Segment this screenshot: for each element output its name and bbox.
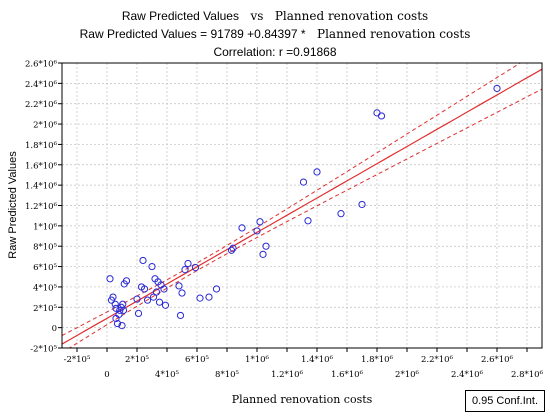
- y-tick-label: 1*10⁶: [33, 222, 57, 232]
- x-tick-label: 2*10⁵: [125, 355, 149, 365]
- data-point: [259, 250, 267, 258]
- correlation-label: Correlation: r =0.91868: [213, 45, 337, 59]
- y-tick-label: 1.6*10⁶: [25, 161, 58, 171]
- data-point: [111, 300, 119, 308]
- data-point: [337, 210, 345, 218]
- x-tick-label: 2.6*10⁶: [481, 355, 514, 365]
- x-tick-label: 1.6*10⁶: [331, 370, 364, 380]
- data-point: [256, 218, 264, 226]
- data-point: [196, 294, 204, 302]
- axis-ticks: -2*10⁵02*10⁵4*10⁵6*10⁵8*10⁵1*10⁶1.2*10⁶1…: [25, 60, 544, 381]
- y-tick-label: 2*10⁵: [33, 304, 57, 314]
- conf-band-lower: [68, 88, 542, 348]
- data-point: [160, 285, 168, 293]
- data-point: [181, 266, 189, 274]
- regression-line: [62, 68, 542, 345]
- data-point: [299, 178, 308, 186]
- data-point: [253, 227, 261, 235]
- y-tick-label: 6*10⁵: [33, 263, 57, 273]
- data-point: [493, 84, 501, 93]
- data-point: [176, 311, 185, 320]
- data-point: [377, 112, 386, 120]
- title-left: Raw Predicted Values: [121, 9, 239, 23]
- data-point: [262, 242, 270, 250]
- x-tick-label: 6*10⁵: [185, 355, 209, 365]
- data-point: [358, 200, 366, 209]
- y-tick-label: 2.4*10⁶: [25, 80, 58, 90]
- data-point: [113, 319, 122, 328]
- data-point: [229, 244, 237, 252]
- y-tick-label: 2*10⁶: [33, 121, 57, 131]
- chart-title: Raw Predicted Values vs Planned renovati…: [0, 9, 550, 23]
- data-point: [178, 289, 186, 297]
- data-point: [313, 168, 321, 176]
- data-point: [140, 285, 149, 293]
- conf-band-upper: [62, 63, 522, 336]
- x-tick-label: 1.4*10⁶: [301, 355, 334, 365]
- data-point: [227, 246, 236, 254]
- x-tick-label: 0: [104, 370, 109, 380]
- data-point: [191, 263, 200, 272]
- x-tick-label: 2.2*10⁶: [421, 355, 454, 365]
- title-vs: vs: [250, 9, 264, 23]
- data-point: [106, 275, 114, 283]
- data-point: [304, 217, 312, 225]
- grid-lines: [62, 62, 542, 349]
- data-point: [118, 322, 126, 330]
- data-points: [106, 84, 501, 330]
- x-tick-label: -2*10⁵: [64, 355, 91, 365]
- data-point: [175, 282, 183, 290]
- x-axis-label: Planned renovation costs: [232, 393, 373, 406]
- y-tick-label: -2*10⁵: [30, 345, 57, 355]
- y-tick-label: 4*10⁵: [33, 283, 57, 293]
- data-point: [205, 293, 213, 301]
- equation-left: Raw Predicted Values = 91789 +0.84397 *: [79, 27, 306, 41]
- y-tick-label: 8*10⁵: [33, 243, 57, 253]
- title-right: Planned renovation costs: [274, 9, 429, 23]
- y-tick-label: 2.2*10⁶: [25, 100, 58, 110]
- y-tick-label: 0: [52, 324, 57, 334]
- data-point: [122, 277, 131, 285]
- data-point: [139, 256, 147, 265]
- data-point: [115, 310, 123, 319]
- y-tick-label: 1.2*10⁶: [25, 202, 58, 212]
- data-point: [161, 301, 170, 309]
- data-point: [152, 288, 161, 296]
- data-point: [143, 296, 152, 304]
- data-point: [184, 259, 192, 268]
- data-point: [238, 224, 246, 232]
- conf-int-label: 0.95 Conf.Int.: [465, 390, 545, 412]
- x-tick-label: 1*10⁶: [245, 355, 269, 365]
- data-point: [148, 262, 156, 271]
- y-axis-label: Raw Predicted Values: [7, 151, 19, 259]
- data-point: [119, 306, 128, 314]
- x-tick-label: 4*10⁵: [155, 370, 179, 380]
- x-tick-label: 2.8*10⁶: [511, 370, 544, 380]
- regression-equation: Raw Predicted Values = 91789 +0.84397 * …: [0, 27, 550, 41]
- data-point: [109, 293, 117, 301]
- x-tick-label: 1.8*10⁶: [361, 355, 394, 365]
- x-tick-label: 2*10⁶: [395, 370, 419, 380]
- equation-right: Planned renovation costs: [317, 27, 471, 41]
- y-tick-label: 2.6*10⁶: [25, 60, 58, 70]
- data-point: [134, 309, 143, 317]
- x-tick-label: 8*10⁵: [215, 370, 239, 380]
- x-tick-label: 1.2*10⁶: [271, 370, 304, 380]
- data-point: [133, 295, 141, 303]
- data-point: [212, 285, 221, 293]
- data-point: [155, 298, 164, 306]
- x-tick-label: 2.4*10⁶: [451, 370, 484, 380]
- y-tick-label: 1.4*10⁶: [25, 182, 58, 192]
- data-point: [112, 304, 120, 312]
- regression-lines: [62, 63, 542, 348]
- y-tick-label: 1.8*10⁶: [25, 141, 58, 151]
